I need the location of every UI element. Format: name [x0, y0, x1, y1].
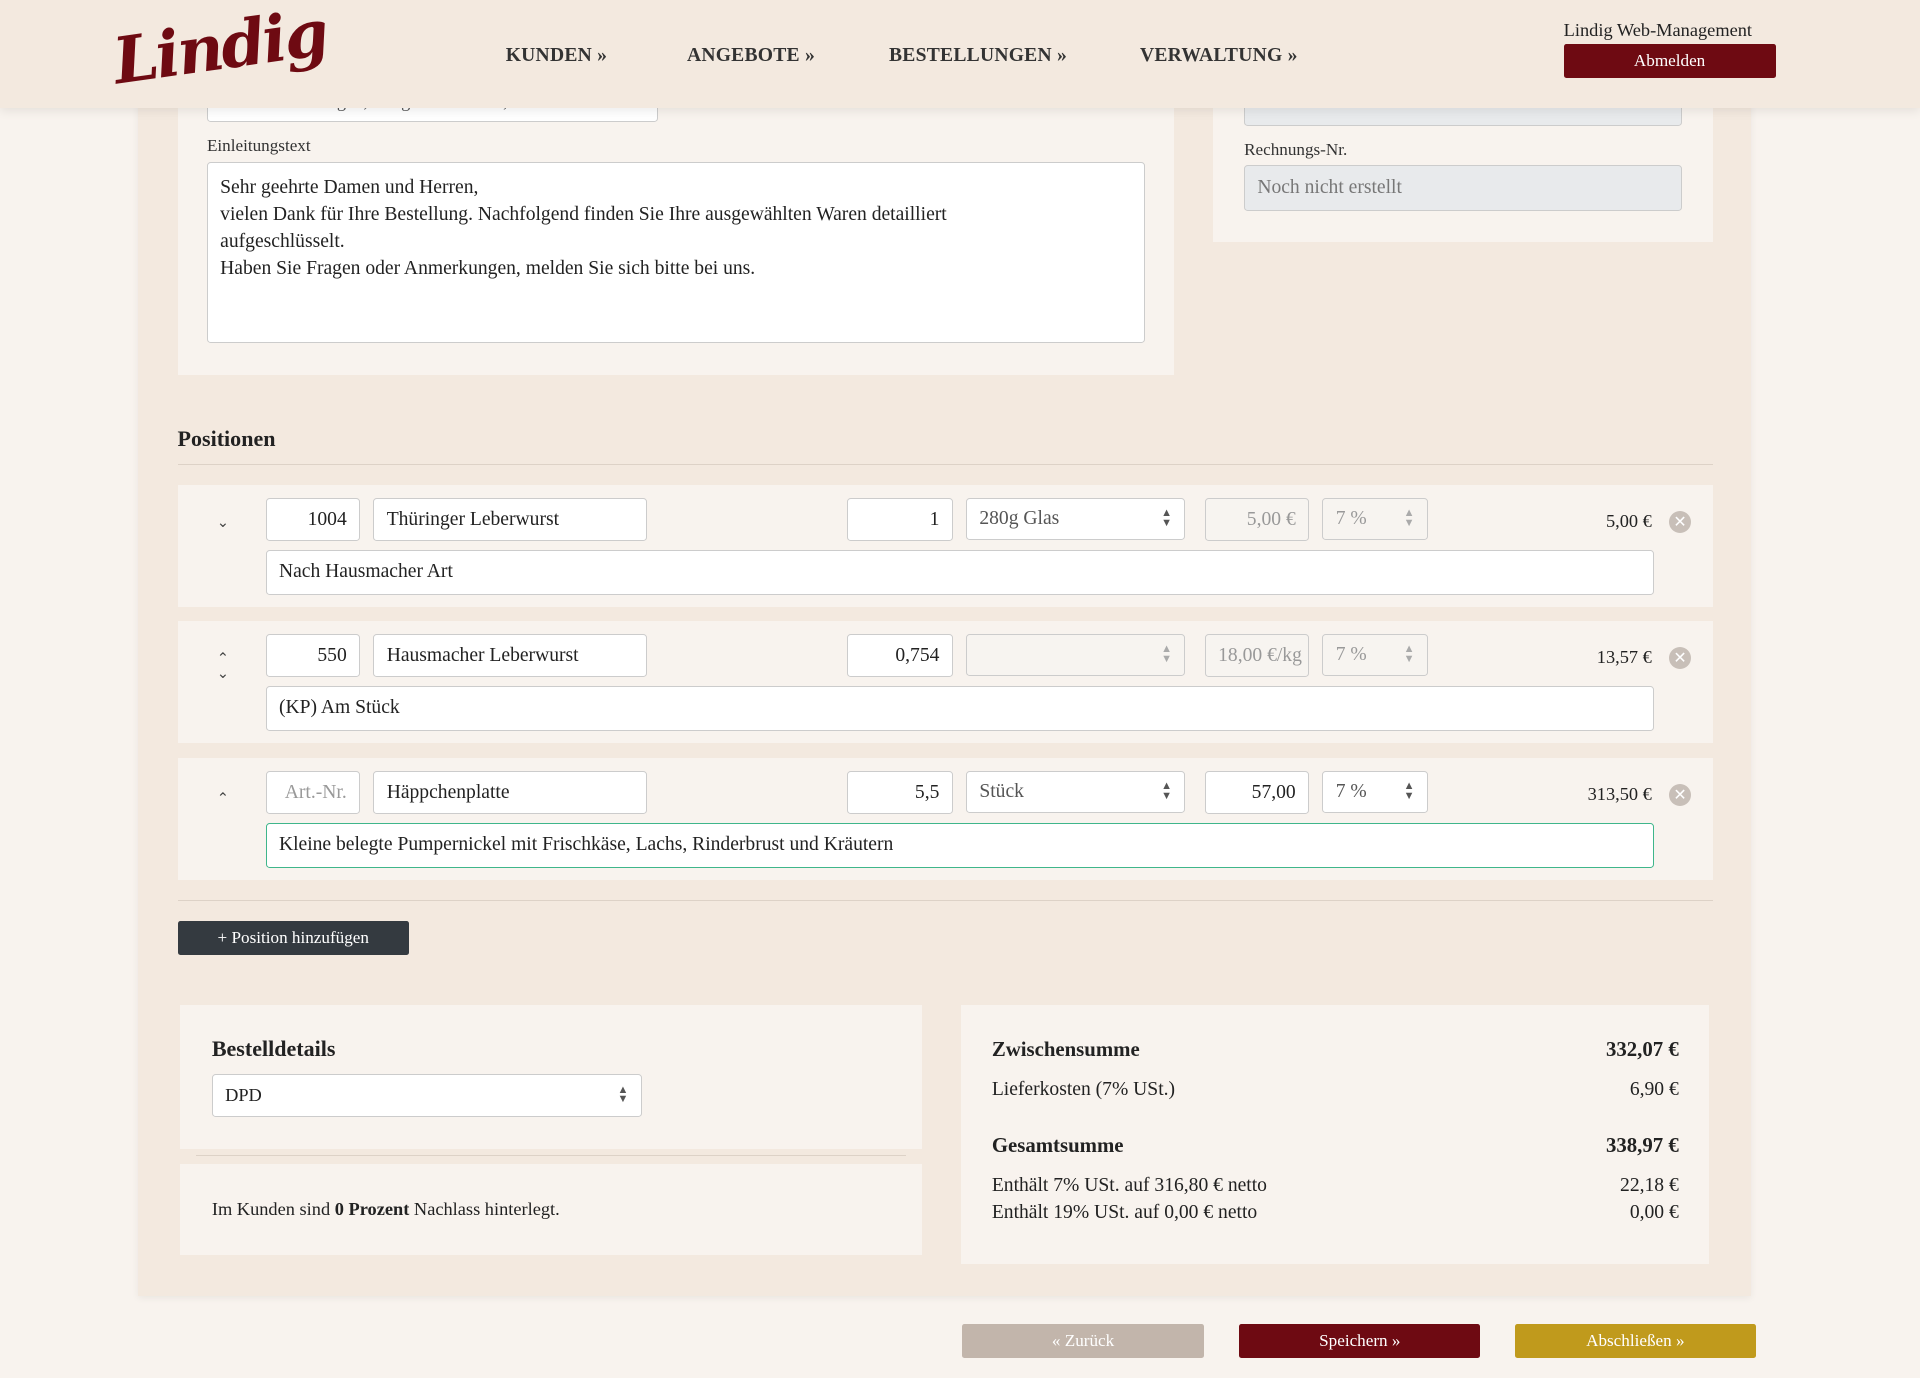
qty-input[interactable]: 0,754 — [847, 634, 953, 678]
intro-line: Sehr geehrte Damen und Herren, — [220, 176, 479, 198]
position-row: ⌄ 1004 Thüringer Leberwurst 1 280g Glas ▲… — [177, 484, 1714, 608]
select-arrows-icon: ▲ ▼ — [1403, 643, 1415, 666]
unit-value: Stück — [979, 781, 1024, 803]
nav-kunden[interactable]: KUNDEN » — [505, 45, 608, 67]
intro-line: Haben Sie Fragen oder Anmerkungen, melde… — [220, 257, 756, 279]
header: Lindig KUNDEN » ANGEBOTE » BESTELLUNGEN … — [0, 0, 1920, 108]
nav-bestellungen[interactable]: BESTELLUNGEN » — [888, 45, 1068, 67]
move-up-icon[interactable]: ⌃ — [216, 789, 230, 807]
qty-input[interactable]: 1 — [847, 498, 953, 542]
logo[interactable]: Lindig — [108, 0, 331, 100]
select-arrows-icon: ▲ ▼ — [1161, 507, 1173, 530]
add-position-button[interactable]: + Position hinzufügen — [177, 920, 409, 956]
unit-select[interactable]: 280g Glas ▲ ▼ — [966, 498, 1186, 540]
app-title: Lindig Web-Management — [1563, 19, 1753, 40]
summary-card: Zwischensumme 332,07 € Lieferkosten (7% U… — [961, 1005, 1710, 1264]
intro-line: aufgeschlüsselt. — [220, 230, 345, 252]
finish-button[interactable]: Abschließen » — [1514, 1323, 1756, 1358]
description-input[interactable]: Kleine belegte Pumpernickel mit Frischkä… — [265, 822, 1655, 869]
select-arrows-icon: ▲ ▼ — [1403, 507, 1415, 530]
vat-value: 7 % — [1335, 508, 1367, 530]
name-input[interactable]: Häppchenplatte — [373, 771, 647, 815]
order-details-title: Bestelldetails — [211, 1035, 336, 1061]
price-input: 18,00 €/kg — [1204, 634, 1309, 678]
intro-label: Einleitungstext — [206, 135, 311, 155]
subtotal-row: Zwischensumme 332,07 € — [991, 1037, 1679, 1062]
discount-text: Im Kunden sind 0 Prozent Nachlass hinter… — [211, 1198, 560, 1219]
shipping-select[interactable]: DPD ▲ ▼ — [211, 1073, 642, 1117]
select-arrows-icon: ▲ ▼ — [617, 1083, 629, 1106]
price-input[interactable]: 57,00 — [1204, 771, 1309, 815]
move-up-icon[interactable]: ⌃ — [216, 650, 230, 668]
description-input[interactable]: (KP) Am Stück — [265, 685, 1655, 731]
save-button[interactable]: Speichern » — [1239, 1323, 1481, 1358]
art-nr-input[interactable]: 550 — [265, 634, 360, 678]
line-total: 5,00 € — [1605, 510, 1652, 531]
unit-value: 280g Glas — [979, 508, 1060, 530]
remove-icon[interactable]: ✕ — [1668, 783, 1692, 806]
vat7-row: Enthält 7% USt. auf 316,80 € netto 22,18 … — [991, 1175, 1679, 1197]
unit-select[interactable]: Stück ▲ ▼ — [966, 771, 1186, 814]
qty-input[interactable]: 5,5 — [847, 771, 953, 815]
logout-button[interactable]: Abmelden — [1563, 44, 1776, 79]
invoice-label: Rechnungs-Nr. — [1244, 139, 1348, 159]
art-nr-input[interactable]: 1004 — [265, 498, 360, 542]
divider — [195, 1154, 907, 1156]
unit-select: ▲ ▼ — [966, 634, 1186, 676]
line-total: 13,57 € — [1596, 646, 1652, 667]
vat-select: 7 % ▲ ▼ — [1322, 634, 1428, 676]
nav-verwaltung[interactable]: VERWALTUNG » — [1140, 45, 1298, 67]
move-down-icon[interactable]: ⌄ — [216, 664, 230, 682]
divider — [177, 900, 1714, 902]
position-row: ⌃ Art.-Nr. Häppchenplatte 5,5 Stück ▲ ▼ 57… — [177, 757, 1714, 881]
vat-select: 7 % ▲ ▼ — [1322, 498, 1428, 540]
vat-select[interactable]: 7 % ▲ ▼ — [1322, 771, 1428, 814]
delivery-row: Lieferkosten (7% USt.) 6,90 € — [991, 1079, 1679, 1101]
art-nr-input[interactable]: Art.-Nr. — [265, 771, 360, 815]
back-button[interactable]: « Zurück — [962, 1323, 1204, 1358]
name-input[interactable]: Thüringer Leberwurst — [373, 498, 647, 542]
description-input[interactable]: Nach Hausmacher Art — [265, 549, 1655, 596]
intro-line: vielen Dank für Ihre Bestellung. Nachfol… — [220, 203, 947, 225]
discount-card — [180, 1164, 923, 1256]
position-row: ⌃ ⌄ 550 Hausmacher Leberwurst 0,754 ▲ ▼ 1… — [177, 620, 1714, 744]
name-input[interactable]: Hausmacher Leberwurst — [373, 634, 647, 678]
positions-title: Positionen — [177, 426, 276, 452]
price-input: 5,00 € — [1204, 498, 1309, 542]
vat-value: 7 % — [1335, 781, 1367, 803]
select-arrows-icon: ▲ ▼ — [1161, 643, 1173, 666]
divider — [177, 464, 1714, 466]
intro-textarea[interactable]: Sehr geehrte Damen und Herren, vielen Da… — [206, 161, 1145, 343]
select-arrows-icon: ▲ ▼ — [1403, 780, 1415, 803]
vat19-row: Enthält 19% USt. auf 0,00 € netto 0,00 € — [991, 1202, 1679, 1224]
select-arrows-icon: ▲ ▼ — [1161, 780, 1173, 803]
vat-value: 7 % — [1335, 644, 1367, 666]
total-row: Gesamtsumme 338,97 € — [991, 1133, 1679, 1158]
move-down-icon[interactable]: ⌄ — [216, 514, 230, 532]
remove-icon[interactable]: ✕ — [1668, 510, 1692, 533]
invoice-number-field: Noch nicht erstellt — [1244, 165, 1683, 211]
line-total: 313,50 € — [1587, 783, 1652, 804]
remove-icon[interactable]: ✕ — [1668, 646, 1692, 669]
shipping-value: DPD — [225, 1084, 262, 1105]
nav-angebote[interactable]: ANGEBOTE » — [686, 45, 816, 67]
